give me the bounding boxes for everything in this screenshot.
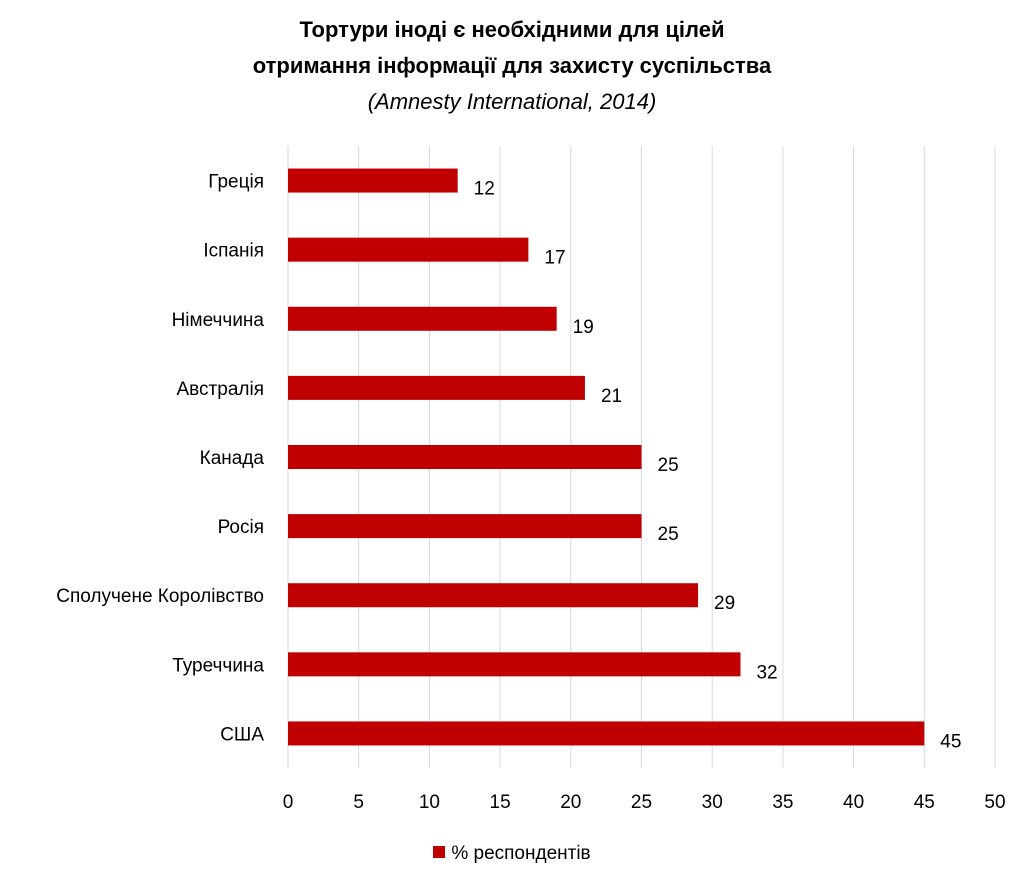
legend: % респондентів [0,843,1024,865]
x-tick-label: 35 [772,792,793,813]
data-label: 25 [658,524,679,545]
data-label: 21 [601,386,622,407]
bar [288,583,699,608]
category-label: Іспанія [203,241,264,262]
x-tick-label: 5 [353,792,364,813]
chart-title-line-1: Тортури іноді є необхідними для цілей [299,17,725,42]
chart-subtitle: (Amnesty International, 2014) [367,89,657,114]
x-tick-label: 30 [702,792,723,813]
data-label: 19 [573,317,594,338]
category-label: Греція [208,172,264,193]
category-label: США [220,724,264,745]
x-tick-label: 15 [490,792,511,813]
category-label: Сполучене Королівство [56,586,264,607]
x-tick-label: 50 [984,792,1005,813]
x-tick-label: 45 [914,792,935,813]
category-label: Туреччина [172,655,264,676]
x-tick-label: 40 [843,792,864,813]
category-label: Канада [200,448,265,469]
legend-label: % респондентів [451,843,591,864]
x-tick-label: 0 [283,792,294,813]
category-label: Австралія [177,379,265,400]
bar [288,652,741,677]
data-label: 12 [474,179,495,200]
category-label: Німеччина [172,310,265,331]
bar [288,514,642,539]
data-label: 25 [658,455,679,476]
chart-title-line-2: отримання інформації для захисту суспіль… [252,53,772,78]
bar [288,721,925,746]
data-label: 32 [756,662,777,683]
x-tick-label: 25 [631,792,652,813]
data-label: 29 [714,593,735,614]
bar [288,168,458,193]
x-tick-label: 20 [560,792,581,813]
data-label: 45 [940,731,961,752]
bar [288,237,529,262]
bar [288,375,585,400]
category-label: Росія [218,517,264,538]
legend-swatch [433,845,446,858]
bar [288,445,642,469]
data-label: 17 [544,248,565,269]
bar [288,306,557,331]
x-tick-label: 10 [419,792,440,813]
